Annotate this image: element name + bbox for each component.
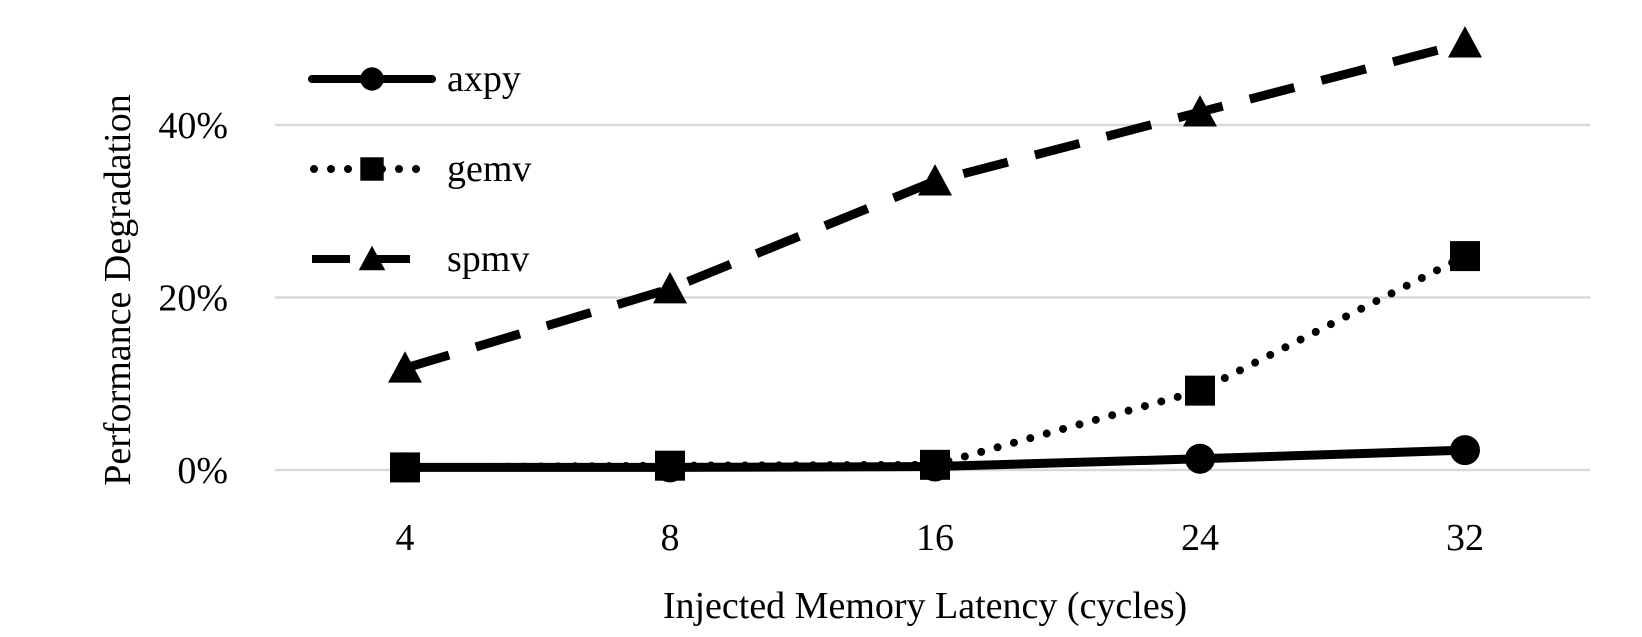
x-axis-ticks: 4 8 16 24 32 — [396, 517, 1485, 559]
series-gemv — [390, 241, 1480, 483]
data-point-axpy — [1185, 443, 1215, 474]
data-point-spmv — [918, 164, 952, 196]
series-spmv — [388, 26, 1482, 383]
data-point-spmv — [653, 271, 687, 304]
legend-label: axpy — [447, 58, 521, 100]
data-point-spmv — [1183, 95, 1217, 127]
data-point-spmv — [1448, 26, 1482, 58]
series-axpy — [390, 435, 1480, 483]
x-axis-title: Injected Memory Latency (cycles) — [663, 585, 1187, 627]
legend-item-spmv: spmv — [312, 238, 529, 280]
legend-item-axpy: axpy — [308, 58, 521, 100]
legend-label: spmv — [447, 238, 529, 280]
legend-marker — [360, 67, 384, 91]
x-tick-label: 32 — [1446, 517, 1484, 559]
data-point-gemv — [1185, 375, 1215, 406]
data-point-axpy — [1450, 435, 1480, 466]
y-axis-title: Performance Degradation — [97, 94, 139, 485]
y-tick-label: 20% — [158, 278, 228, 320]
x-tick-label: 4 — [396, 517, 415, 559]
x-tick-label: 16 — [916, 517, 954, 559]
legend: axpy gemv spmv — [308, 58, 531, 280]
legend-label: gemv — [447, 148, 531, 190]
x-tick-label: 8 — [661, 517, 680, 559]
data-point-gemv — [1450, 241, 1480, 272]
data-point-axpy — [920, 451, 950, 482]
x-tick-label: 24 — [1181, 517, 1219, 559]
y-tick-label: 40% — [158, 105, 228, 147]
series-group — [388, 26, 1482, 483]
legend-marker — [358, 245, 386, 271]
y-tick-label: 0% — [177, 450, 228, 492]
y-axis-ticks: 0% 20% 40% — [158, 105, 228, 492]
data-point-spmv — [388, 351, 422, 383]
data-point-axpy — [655, 452, 685, 483]
legend-item-gemv: gemv — [310, 148, 531, 190]
series-line-spmv — [403, 38, 1467, 373]
data-point-axpy — [390, 452, 420, 483]
legend-marker — [360, 157, 384, 181]
series-line-gemv — [401, 252, 1469, 472]
